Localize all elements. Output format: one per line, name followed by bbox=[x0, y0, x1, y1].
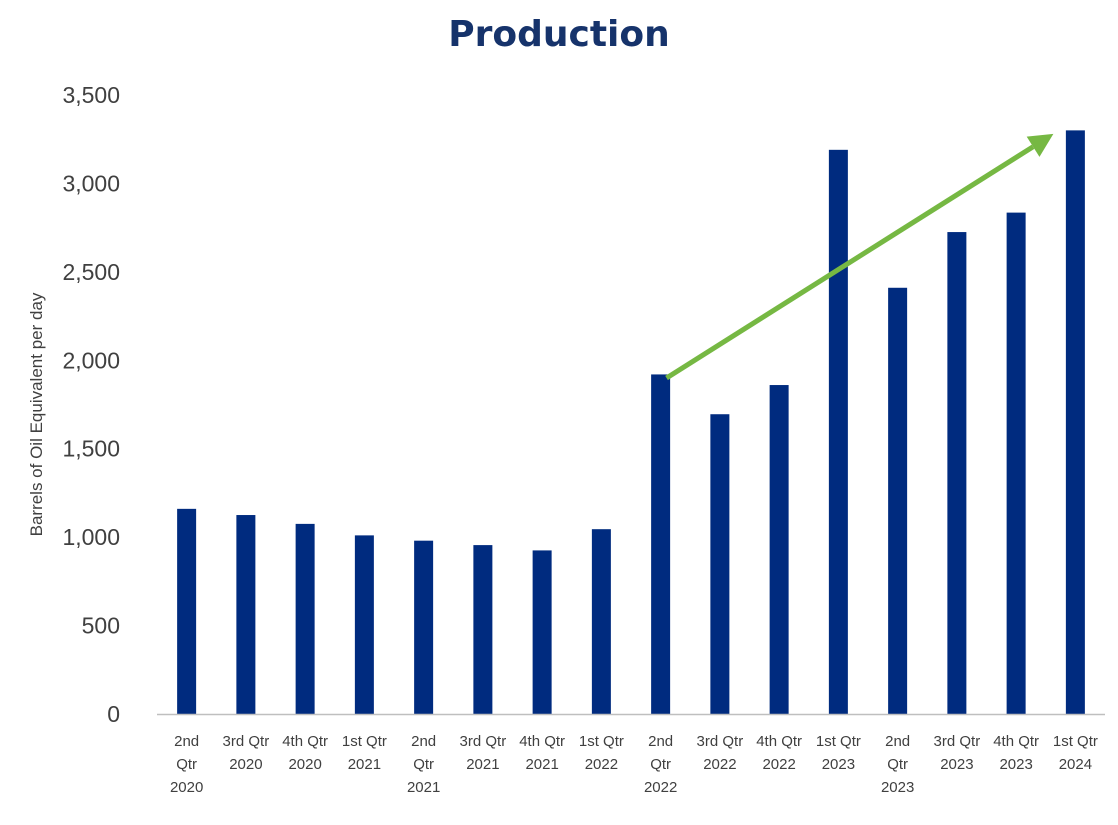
x-tick-label-line: 2021 bbox=[466, 756, 499, 773]
x-tick-label-line: 2022 bbox=[585, 756, 618, 773]
x-tick-label-line: 3rd Qtr bbox=[460, 733, 507, 750]
bar bbox=[651, 374, 671, 714]
x-tick-label-line: 2021 bbox=[525, 756, 558, 773]
x-tick-label: 4th Qtr 2020 bbox=[282, 733, 328, 773]
x-tick-label-line: 2nd bbox=[174, 733, 199, 750]
trend-arrow bbox=[665, 133, 1054, 381]
y-axis-ticks: 0 500 1,000 1,500 2,000 2,500 3,000 3,500 bbox=[62, 82, 120, 727]
x-tick-label: 3rd Qtr 2023 bbox=[934, 733, 981, 773]
x-tick-label: 3rd Qtr 2020 bbox=[223, 733, 270, 773]
x-tick-label-line: 2023 bbox=[940, 756, 973, 773]
x-tick-label-line: 4th Qtr bbox=[756, 733, 802, 750]
y-tick-label: 2,500 bbox=[62, 259, 120, 285]
x-tick-label-line: 2nd bbox=[885, 733, 910, 750]
bar bbox=[1065, 130, 1085, 714]
x-tick-label: 4th Qtr 2022 bbox=[756, 733, 802, 773]
x-tick-label-line: 1st Qtr bbox=[1053, 733, 1098, 750]
bar bbox=[828, 149, 848, 715]
x-tick-label: 1st Qtr 2021 bbox=[342, 733, 387, 773]
x-tick-label-line: 1st Qtr bbox=[342, 733, 387, 750]
chart-title: Production bbox=[448, 14, 670, 55]
x-tick-label-line: 2022 bbox=[703, 756, 736, 773]
x-tick-label-line: 4th Qtr bbox=[519, 733, 565, 750]
y-tick-label: 0 bbox=[107, 701, 120, 727]
trend-arrow-head bbox=[1026, 133, 1054, 157]
x-tick-label-line: 2022 bbox=[762, 756, 795, 773]
x-tick-label: 3rd Qtr 2022 bbox=[697, 733, 744, 773]
x-tick-label-line: 2023 bbox=[822, 756, 855, 773]
y-tick-label: 3,000 bbox=[62, 170, 120, 196]
x-tick-label-line: 2020 bbox=[229, 756, 262, 773]
x-tick-label: 3rd Qtr 2021 bbox=[460, 733, 507, 773]
x-tick-label-line: 3rd Qtr bbox=[934, 733, 981, 750]
x-tick-label: 1st Qtr 2024 bbox=[1053, 733, 1098, 773]
x-tick-label: 2nd Qtr 2023 bbox=[881, 733, 914, 796]
bar bbox=[177, 508, 197, 714]
bar bbox=[414, 540, 434, 714]
y-tick-label: 3,500 bbox=[62, 82, 120, 108]
bar bbox=[236, 515, 256, 714]
bar bbox=[591, 529, 611, 714]
bar bbox=[888, 287, 908, 714]
x-tick-label-line: 2023 bbox=[881, 779, 914, 796]
x-tick-label-line: 4th Qtr bbox=[993, 733, 1039, 750]
x-tick-label: 4th Qtr 2023 bbox=[993, 733, 1039, 773]
y-tick-label: 1,000 bbox=[62, 524, 120, 550]
x-tick-label-line: Qtr bbox=[176, 756, 197, 773]
x-tick-label-line: 3rd Qtr bbox=[697, 733, 744, 750]
bar bbox=[947, 232, 967, 715]
bar bbox=[710, 414, 730, 714]
x-tick-label-line: Qtr bbox=[887, 756, 908, 773]
x-tick-label-line: 4th Qtr bbox=[282, 733, 328, 750]
x-tick-label-line: 3rd Qtr bbox=[223, 733, 270, 750]
x-tick-label-line: 2023 bbox=[999, 756, 1032, 773]
bar bbox=[473, 545, 493, 714]
trend-arrow-shaft bbox=[665, 144, 1035, 381]
y-tick-label: 1,500 bbox=[62, 436, 120, 462]
x-tick-label-line: 2021 bbox=[407, 779, 440, 796]
x-tick-label-line: Qtr bbox=[650, 756, 671, 773]
x-tick-label-line: Qtr bbox=[413, 756, 434, 773]
y-tick-label: 500 bbox=[82, 613, 120, 639]
x-tick-label-line: 2020 bbox=[288, 756, 321, 773]
x-tick-label-line: 1st Qtr bbox=[816, 733, 861, 750]
x-tick-label-line: 2nd bbox=[648, 733, 673, 750]
x-tick-label-line: 2020 bbox=[170, 779, 203, 796]
x-tick-label: 2nd Qtr 2021 bbox=[407, 733, 440, 796]
y-axis-title: Barrels of Oil Equivalent per day bbox=[27, 292, 46, 536]
x-tick-label: 1st Qtr 2023 bbox=[816, 733, 861, 773]
x-tick-label-line: 2021 bbox=[348, 756, 381, 773]
bar-series bbox=[177, 130, 1085, 715]
x-tick-label: 4th Qtr 2021 bbox=[519, 733, 565, 773]
y-tick-label: 2,000 bbox=[62, 347, 120, 373]
x-tick-label: 2nd Qtr 2020 bbox=[170, 733, 203, 796]
bar bbox=[1006, 212, 1026, 715]
bar bbox=[354, 535, 374, 714]
bar bbox=[532, 550, 552, 714]
x-axis-labels: 2nd Qtr 2020 3rd Qtr 2020 4th Qtr 2020 1st Qtr 2… bbox=[170, 733, 1098, 796]
bar bbox=[769, 385, 789, 714]
bar bbox=[295, 523, 315, 714]
x-tick-label: 2nd Qtr 2022 bbox=[644, 733, 677, 796]
x-tick-label: 1st Qtr 2022 bbox=[579, 733, 624, 773]
x-tick-label-line: 1st Qtr bbox=[579, 733, 624, 750]
x-tick-label-line: 2022 bbox=[644, 779, 677, 796]
x-tick-label-line: 2024 bbox=[1059, 756, 1092, 773]
x-tick-label-line: 2nd bbox=[411, 733, 436, 750]
